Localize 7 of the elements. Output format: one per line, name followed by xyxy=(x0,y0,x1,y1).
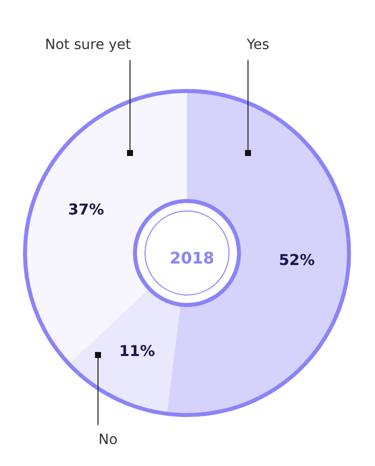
data-label: 52% xyxy=(278,250,315,269)
data-label: 11% xyxy=(119,342,156,360)
text: 2018 xyxy=(170,248,214,268)
slice-label: No xyxy=(98,432,118,448)
data-label: 37% xyxy=(68,200,104,218)
slice-label: Not sure yet xyxy=(44,37,132,53)
slice-label: Yes xyxy=(246,37,270,53)
